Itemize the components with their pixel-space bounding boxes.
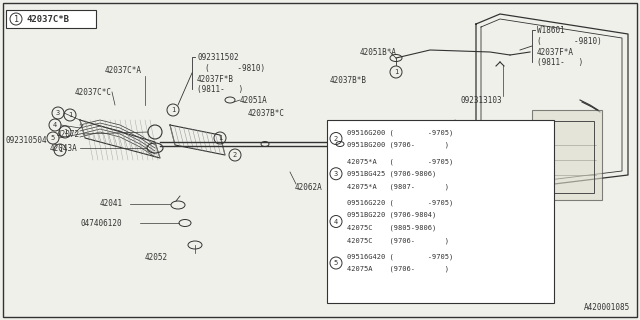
Text: 42075*A   (9807-       ): 42075*A (9807- ) <box>347 183 449 189</box>
Text: 42062C: 42062C <box>392 154 420 163</box>
Text: 0951BG200 (9706-       ): 0951BG200 (9706- ) <box>347 141 449 148</box>
Text: 42051A: 42051A <box>240 95 268 105</box>
Text: 42052: 42052 <box>145 252 168 261</box>
Text: 092311502: 092311502 <box>197 52 239 61</box>
Text: 42041: 42041 <box>100 199 123 209</box>
Text: 1: 1 <box>68 112 72 118</box>
Text: 1: 1 <box>218 135 222 141</box>
Text: 1: 1 <box>13 14 19 23</box>
Text: 09516G420 (        -9705): 09516G420 ( -9705) <box>347 253 453 260</box>
Text: 1: 1 <box>394 69 398 75</box>
Text: 4: 4 <box>53 122 57 128</box>
Text: 42037F*B: 42037F*B <box>197 75 234 84</box>
Bar <box>532 110 602 200</box>
Text: A420001085: A420001085 <box>584 303 630 312</box>
Text: (9811-   ): (9811- ) <box>537 58 583 67</box>
Text: 3: 3 <box>334 171 338 177</box>
Text: (       -9810): ( -9810) <box>537 36 602 45</box>
Text: (9811-   ): (9811- ) <box>197 84 243 93</box>
Text: 4: 4 <box>334 219 338 225</box>
Text: W18601: W18601 <box>537 26 564 35</box>
Text: 42051B*A: 42051B*A <box>360 47 397 57</box>
Text: 42037F*A: 42037F*A <box>537 47 574 57</box>
Text: 09516G220 (        -9705): 09516G220 ( -9705) <box>347 199 453 206</box>
Text: 09516G200 (        -9705): 09516G200 ( -9705) <box>347 129 453 135</box>
Text: 42043A: 42043A <box>50 143 77 153</box>
Text: 1: 1 <box>171 107 175 113</box>
Text: 0951BG425 (9706-9806): 0951BG425 (9706-9806) <box>347 171 436 177</box>
Text: 092313103: 092313103 <box>460 95 502 105</box>
Text: 42037B*B: 42037B*B <box>330 76 367 84</box>
Text: 092310504: 092310504 <box>5 135 47 145</box>
Text: 42062B: 42062B <box>360 167 388 177</box>
Text: 3: 3 <box>56 110 60 116</box>
Text: 42037C*A: 42037C*A <box>105 66 142 75</box>
Text: 1: 1 <box>58 147 62 153</box>
Bar <box>327 120 554 303</box>
Text: 047406120: 047406120 <box>80 219 122 228</box>
Text: 42072: 42072 <box>57 130 80 139</box>
Text: 42075C    (9805-9806): 42075C (9805-9806) <box>347 225 436 231</box>
Text: 42062A: 42062A <box>295 182 323 191</box>
Text: 42037C*C: 42037C*C <box>75 87 112 97</box>
Bar <box>6 10 96 28</box>
Text: 1: 1 <box>63 129 67 135</box>
Text: 42075*A   (        -9705): 42075*A ( -9705) <box>347 158 453 164</box>
Text: 42075C    (9706-       ): 42075C (9706- ) <box>347 237 449 244</box>
Text: 0951BG220 (9706-9804): 0951BG220 (9706-9804) <box>347 212 436 219</box>
Text: 2: 2 <box>233 152 237 158</box>
Text: 2: 2 <box>334 135 338 141</box>
Text: (      -9810): ( -9810) <box>205 63 265 73</box>
Text: 5: 5 <box>51 135 55 141</box>
Bar <box>538 121 594 193</box>
Text: 42037C*B: 42037C*B <box>26 14 69 23</box>
Text: 42037B*A: 42037B*A <box>455 124 492 132</box>
Text: 5: 5 <box>334 260 338 266</box>
Text: 42075A    (9706-       ): 42075A (9706- ) <box>347 266 449 273</box>
Text: 42037B*C: 42037B*C <box>248 108 285 117</box>
